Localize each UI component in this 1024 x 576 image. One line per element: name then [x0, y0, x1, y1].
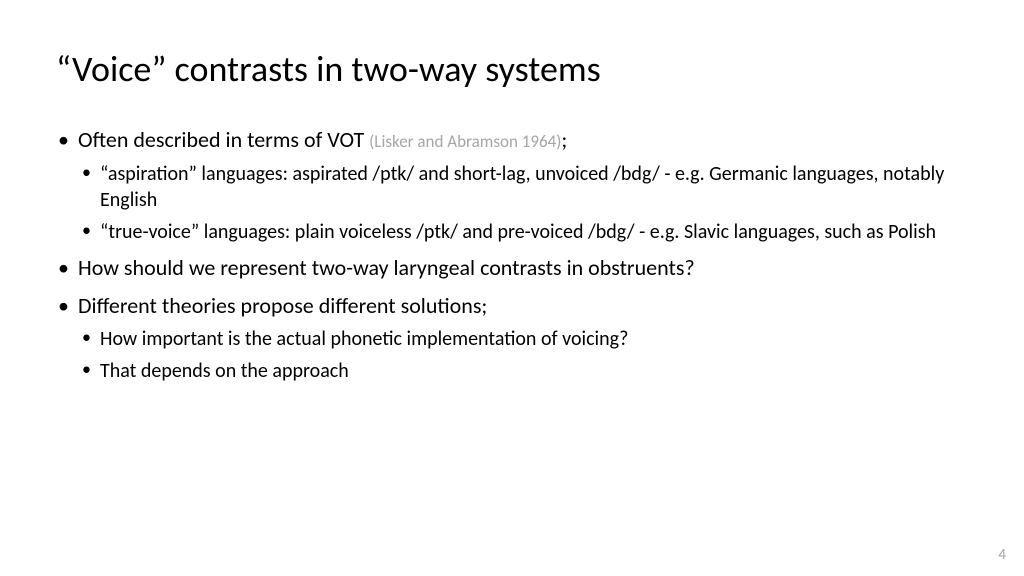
sub-list-3: How important is the actual phonetic imp…	[78, 326, 968, 384]
bullet-item-3: Different theories propose different sol…	[56, 291, 968, 385]
bullet-1-citation: (Lisker and Abramson 1964)	[369, 131, 561, 152]
bullet-list: Often described in terms of VOT (Lisker …	[56, 125, 968, 384]
sub-item-1-2: “true-voice” languages: plain voiceless …	[78, 219, 968, 245]
sub-item-3-2: That depends on the approach	[78, 358, 968, 384]
sub-list-1: “aspiration” languages: aspirated /ptk/ …	[78, 161, 968, 245]
bullet-1-text-pre: Often described in terms of VOT	[78, 126, 369, 153]
page-number: 4	[998, 546, 1006, 564]
slide: “Voice” contrasts in two-way systems Oft…	[0, 0, 1024, 576]
bullet-3-text: Different theories propose different sol…	[78, 292, 487, 319]
bullet-1-text-post: ;	[561, 126, 567, 153]
sub-item-3-1: How important is the actual phonetic imp…	[78, 326, 968, 352]
bullet-item-2: How should we represent two-way laryngea…	[56, 253, 968, 283]
sub-item-1-1: “aspiration” languages: aspirated /ptk/ …	[78, 161, 968, 213]
slide-title: “Voice” contrasts in two-way systems	[56, 48, 968, 91]
bullet-item-1: Often described in terms of VOT (Lisker …	[56, 125, 968, 245]
